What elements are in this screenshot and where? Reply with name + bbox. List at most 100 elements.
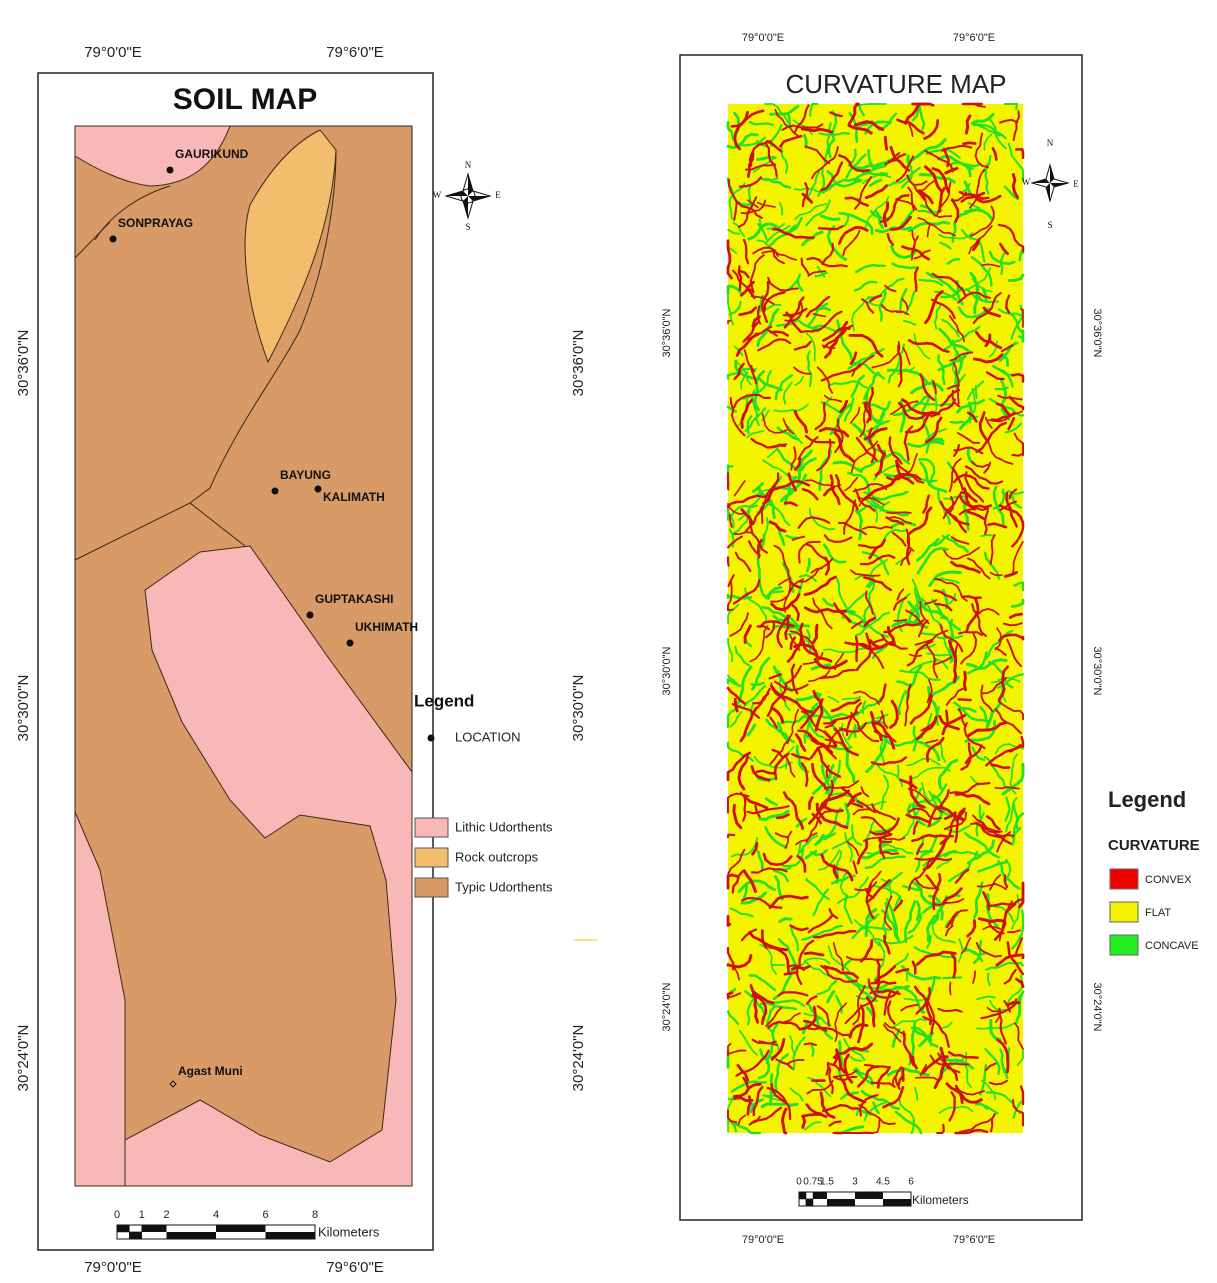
scale-segment — [827, 1199, 855, 1206]
legend-label: FLAT — [1145, 907, 1171, 919]
lon-label: 79°6'0"E — [326, 44, 384, 61]
texture-streak — [950, 983, 951, 995]
place-label: GUPTAKASHI — [315, 592, 393, 606]
legend-swatch — [415, 878, 448, 897]
scale-unit: Kilometers — [912, 1193, 969, 1207]
scale-segment — [129, 1225, 141, 1232]
scale-segment — [142, 1225, 167, 1232]
scale-segment — [806, 1192, 813, 1199]
lat-label: 30°30'0"N — [15, 675, 32, 742]
texture-streak — [964, 672, 965, 690]
scale-segment — [855, 1192, 883, 1199]
legend-label: Lithic Udorthents — [455, 819, 553, 834]
legend-swatch — [1110, 935, 1138, 955]
lat-label: 30°30'0"N — [570, 675, 587, 742]
texture-streak — [951, 422, 963, 423]
legend-label: LOCATION — [455, 729, 521, 744]
compass-label: S — [465, 222, 470, 232]
scale-segment — [806, 1199, 813, 1206]
texture-streak — [856, 637, 857, 661]
compass-label: N — [1047, 138, 1054, 148]
place-label: GAURIKUND — [175, 147, 249, 161]
scale-segment — [799, 1192, 806, 1199]
scale-label: 1.5 — [820, 1177, 834, 1188]
legend-subtitle: CURVATURE — [1108, 837, 1200, 854]
lat-label: 30°30'0"N — [661, 646, 673, 695]
lat-label: 30°36'0"N — [15, 330, 32, 397]
lon-label: 79°0'0"E — [742, 32, 784, 44]
texture-streak — [805, 953, 823, 955]
scale-segment — [813, 1192, 827, 1199]
soil-legend: Legend LOCATION Lithic Udorthents Rock o… — [414, 691, 553, 897]
place-label: BAYUNG — [280, 468, 331, 482]
texture-streak — [963, 143, 975, 144]
location-dot — [307, 612, 314, 619]
legend-title: Legend — [1108, 787, 1186, 812]
texture-streak — [913, 104, 934, 105]
scale-label: 4.5 — [876, 1177, 890, 1188]
compass-label: E — [1073, 179, 1079, 189]
scale-segment — [266, 1232, 316, 1239]
lat-label: 30°36'0"N — [1091, 309, 1103, 358]
lat-label: 30°36'0"N — [570, 330, 587, 397]
legend-label: Typic Udorthents — [455, 879, 553, 894]
lat-label: 30°24'0"N — [1091, 983, 1103, 1032]
lat-label: 30°36'0"N — [661, 308, 673, 357]
scale-label: 0 — [114, 1209, 120, 1221]
compass-label: S — [1047, 220, 1052, 230]
compass: N S E W — [433, 160, 502, 232]
lon-label: 79°6'0"E — [953, 32, 995, 44]
compass-label: W — [433, 190, 442, 200]
scale-segment — [117, 1232, 129, 1239]
scale-label: 4 — [213, 1209, 219, 1221]
place-label: UKHIMATH — [355, 620, 418, 634]
texture-streak — [801, 331, 813, 332]
lat-label: 30°24'0"N — [15, 1025, 32, 1092]
lon-label: 79°0'0"E — [742, 1234, 784, 1246]
location-dot — [315, 486, 322, 493]
lat-label: 30°30'0"N — [1091, 647, 1103, 696]
scale-label: 6 — [908, 1177, 914, 1188]
legend-label: Rock outcrops — [455, 849, 539, 864]
compass-label: E — [495, 190, 501, 200]
legend-swatch — [1110, 902, 1138, 922]
texture-streak — [920, 851, 932, 852]
texture-streak — [963, 596, 981, 598]
texture-streak — [959, 699, 971, 700]
texture-streak — [885, 137, 886, 149]
place-label: KALIMATH — [323, 490, 385, 504]
lon-label: 79°6'0"E — [953, 1234, 995, 1246]
location-dot — [110, 236, 117, 243]
legend-title: Legend — [414, 691, 474, 710]
scale-label: 8 — [312, 1209, 318, 1221]
legend-swatch — [1110, 869, 1138, 889]
lat-label: 30°24'0"N — [661, 982, 673, 1031]
texture-streak — [803, 1116, 805, 1128]
lat-label: 30°24'0"N — [570, 1025, 587, 1092]
legend-label: CONVEX — [1145, 874, 1192, 886]
legend-swatch — [415, 818, 448, 837]
lon-label: 79°0'0"E — [84, 44, 142, 61]
texture-streak — [887, 512, 911, 513]
lon-label: 79°0'0"E — [84, 1259, 142, 1276]
location-dot — [272, 488, 279, 495]
lon-label: 79°6'0"E — [326, 1259, 384, 1276]
place-label: Agast Muni — [178, 1064, 243, 1078]
location-dot — [167, 167, 174, 174]
texture-streak — [785, 972, 797, 974]
scale-segment — [167, 1232, 217, 1239]
curvature-map: 79°0'0"E 79°6'0"E 79°0'0"E 79°6'0"E 30°3… — [661, 32, 1200, 1246]
scale-label: 0 — [796, 1177, 802, 1188]
scale-label: 2 — [163, 1209, 169, 1221]
scale-unit: Kilometers — [318, 1224, 380, 1239]
soil-polygons — [75, 126, 412, 1186]
legend-dot — [428, 735, 435, 742]
texture-streak — [946, 711, 947, 723]
location-dot — [347, 640, 354, 647]
scale-segment — [129, 1232, 141, 1239]
texture-streak — [728, 557, 729, 565]
scale-segment — [883, 1199, 911, 1206]
scale-segment — [117, 1225, 129, 1232]
place-label: SONPRAYAG — [118, 216, 193, 230]
map-title: SOIL MAP — [173, 83, 317, 116]
